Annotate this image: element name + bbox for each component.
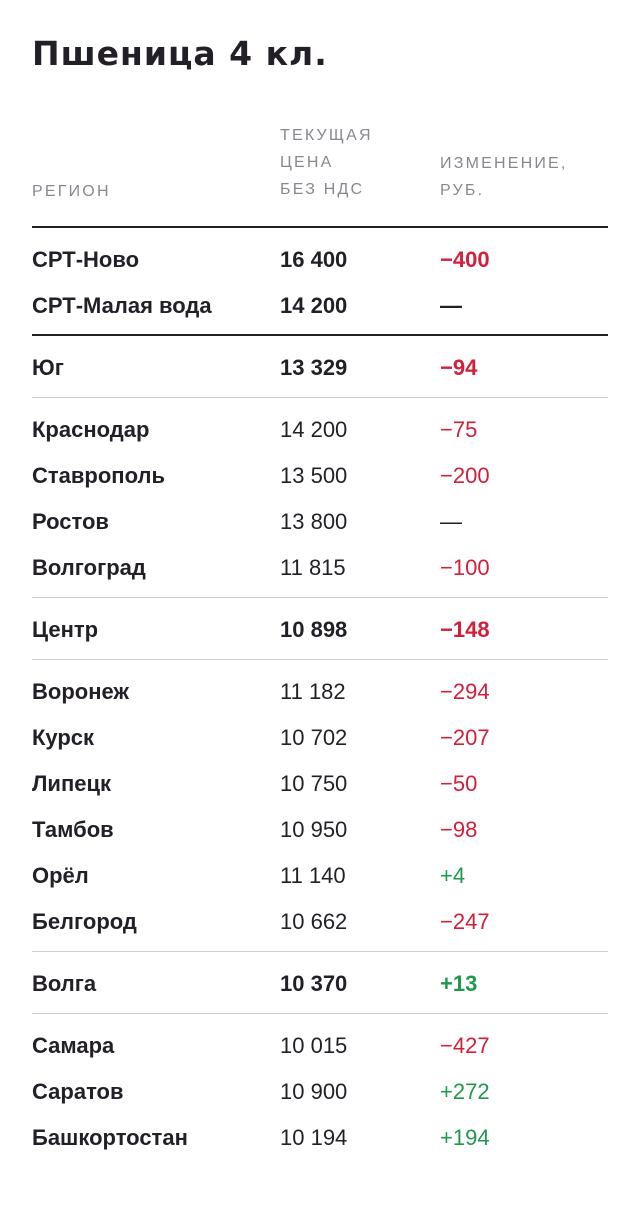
change-cell: −98	[440, 817, 478, 842]
change-cell: −50	[440, 771, 478, 796]
region-cell: Орёл	[32, 863, 89, 888]
row-divider	[32, 951, 608, 952]
price-cell: 11 140	[280, 863, 346, 888]
region-cell: Волга	[32, 971, 97, 996]
row-divider	[32, 1013, 608, 1014]
change-cell: —	[440, 509, 462, 534]
table-row: Орёл 11 140 +4	[0, 856, 640, 896]
table-row: Самара 10 015 −427	[0, 1026, 640, 1066]
table-row: Волга 10 370 +13	[0, 964, 640, 1004]
change-cell: +272	[440, 1079, 490, 1104]
table-row: Саратов 10 900 +272	[0, 1072, 640, 1112]
price-cell: 10 750	[280, 771, 348, 796]
region-cell: Курск	[32, 725, 95, 750]
table-row: Башкортостан 10 194 +194	[0, 1118, 640, 1158]
header-divider	[32, 226, 608, 228]
price-cell: 14 200	[280, 293, 348, 318]
change-cell: +194	[440, 1125, 490, 1150]
price-cell: 10 662	[280, 909, 348, 934]
price-cell: 10 900	[280, 1079, 348, 1104]
table-row: Волгоград 11 815 −100	[0, 548, 640, 588]
column-header-change-line: РУБ.	[440, 182, 485, 199]
column-header-change-line: ИЗМЕНЕНИЕ,	[440, 155, 568, 172]
price-cell: 13 329	[280, 355, 348, 380]
column-header-price-line: БЕЗ НДС	[280, 181, 365, 198]
row-divider	[32, 397, 608, 398]
change-cell: −427	[440, 1033, 490, 1058]
change-cell: −247	[440, 909, 490, 934]
region-cell: Липецк	[32, 771, 112, 796]
price-cell: 11 815	[280, 555, 346, 580]
change-cell: −400	[440, 247, 490, 272]
region-cell: Тамбов	[32, 817, 114, 842]
column-header-region: РЕГИОН	[32, 183, 111, 200]
region-cell: Волгоград	[32, 555, 146, 580]
table-row: СРТ-Малая вода 14 200 —	[0, 286, 640, 326]
change-cell: −100	[440, 555, 490, 580]
table-row: Ростов 13 800 —	[0, 502, 640, 542]
column-header-change: ИЗМЕНЕНИЕ, РУБ.	[440, 150, 610, 204]
region-cell: Башкортостан	[32, 1125, 188, 1150]
change-cell: +13	[440, 971, 478, 996]
table-row: Тамбов 10 950 −98	[0, 810, 640, 850]
change-cell: −75	[440, 417, 478, 442]
table-row: Белгород 10 662 −247	[0, 902, 640, 942]
change-cell: −207	[440, 725, 490, 750]
region-cell: Ставрополь	[32, 463, 165, 488]
price-cell: 16 400	[280, 247, 348, 272]
row-divider	[32, 597, 608, 598]
column-header-price-line: ТЕКУЩАЯ	[280, 127, 373, 144]
price-cell: 10 194	[280, 1125, 348, 1150]
change-cell: −148	[440, 617, 490, 642]
price-cell: 10 898	[280, 617, 348, 642]
price-cell: 11 182	[280, 679, 346, 704]
price-cell: 10 702	[280, 725, 348, 750]
price-cell: 10 015	[280, 1033, 348, 1058]
change-cell: −294	[440, 679, 490, 704]
change-cell: +4	[440, 863, 466, 888]
change-cell: −94	[440, 355, 478, 380]
column-header-price-line: ЦЕНА	[280, 154, 334, 171]
table-row: Курск 10 702 −207	[0, 718, 640, 758]
region-cell: Юг	[32, 355, 64, 380]
table-row: Краснодар 14 200 −75	[0, 410, 640, 450]
region-cell: Ростов	[32, 509, 109, 534]
region-cell: Воронеж	[32, 679, 130, 704]
change-cell: −200	[440, 463, 490, 488]
price-cell: 14 200	[280, 417, 348, 442]
region-cell: СРТ-Ново	[32, 247, 140, 272]
region-cell: Самара	[32, 1033, 115, 1058]
change-cell: —	[440, 293, 462, 318]
region-cell: Саратов	[32, 1079, 124, 1104]
table-row: СРТ-Ново 16 400 −400	[0, 240, 640, 280]
region-cell: Краснодар	[32, 417, 150, 442]
region-cell: Белгород	[32, 909, 137, 934]
price-cell: 13 800	[280, 509, 348, 534]
price-cell: 10 950	[280, 817, 348, 842]
table-row: Ставрополь 13 500 −200	[0, 456, 640, 496]
row-divider	[32, 659, 608, 660]
price-cell: 10 370	[280, 971, 348, 996]
table-row: Юг 13 329 −94	[0, 348, 640, 388]
region-cell: СРТ-Малая вода	[32, 293, 212, 318]
table-row: Воронеж 11 182 −294	[0, 672, 640, 712]
page-title: Пшеница 4 кл.	[32, 34, 328, 73]
column-header-price: ТЕКУЩАЯ ЦЕНА БЕЗ НДС	[280, 122, 420, 203]
row-divider	[32, 334, 608, 336]
price-cell: 13 500	[280, 463, 348, 488]
table-row: Липецк 10 750 −50	[0, 764, 640, 804]
region-cell: Центр	[32, 617, 99, 642]
table-row: Центр 10 898 −148	[0, 610, 640, 650]
